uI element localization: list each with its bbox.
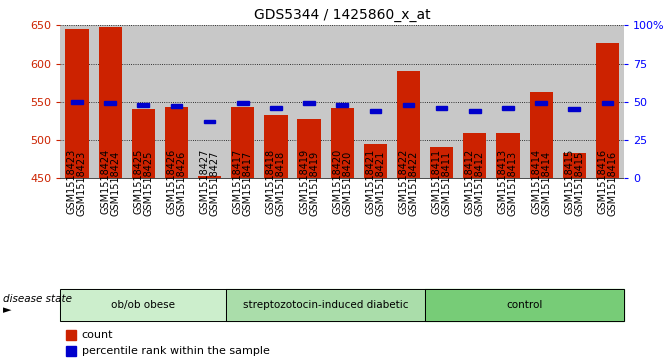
Bar	[463, 133, 486, 178]
Text: GSM1518417: GSM1518417	[243, 151, 253, 216]
Bar	[165, 107, 188, 178]
Bar	[568, 107, 580, 111]
Text: GSM1518413: GSM1518413	[508, 151, 518, 216]
Bar	[71, 100, 83, 103]
Bar	[226, 289, 425, 321]
Text: GSM1518420: GSM1518420	[342, 151, 352, 216]
Text: control: control	[507, 300, 543, 310]
Text: GSM1518419: GSM1518419	[299, 148, 309, 214]
Bar	[237, 101, 248, 105]
Text: GSM1518412: GSM1518412	[465, 148, 475, 214]
Bar	[303, 101, 315, 105]
Bar	[331, 108, 354, 178]
Bar	[364, 144, 387, 178]
Bar	[297, 119, 321, 178]
Text: GSM1518427: GSM1518427	[199, 148, 209, 214]
Text: ob/ob obese: ob/ob obese	[111, 300, 175, 310]
Text: GSM1518419: GSM1518419	[309, 151, 319, 216]
Bar	[535, 101, 547, 105]
Bar	[370, 109, 381, 113]
Bar	[336, 103, 348, 107]
Text: GSM1518417: GSM1518417	[233, 148, 243, 214]
Text: streptozotocin-induced diabetic: streptozotocin-induced diabetic	[243, 300, 409, 310]
Bar	[397, 71, 420, 178]
Text: GSM1518427: GSM1518427	[209, 151, 219, 216]
Bar	[99, 27, 121, 178]
Bar	[403, 103, 414, 107]
Bar	[65, 29, 89, 178]
Bar	[60, 289, 226, 321]
Text: GSM1518423: GSM1518423	[77, 151, 87, 216]
Text: GSM1518412: GSM1518412	[475, 151, 485, 216]
Text: count: count	[82, 330, 113, 340]
Text: GSM1518418: GSM1518418	[266, 148, 276, 214]
Bar	[497, 133, 519, 178]
Text: GSM1518411: GSM1518411	[431, 148, 442, 214]
Bar	[602, 101, 613, 105]
Bar	[226, 289, 425, 321]
Text: GSM1518422: GSM1518422	[399, 148, 409, 214]
Bar	[198, 176, 221, 178]
Text: GSM1518422: GSM1518422	[409, 151, 419, 216]
Bar	[104, 101, 116, 105]
Text: GSM1518425: GSM1518425	[144, 151, 153, 216]
Title: GDS5344 / 1425860_x_at: GDS5344 / 1425860_x_at	[254, 8, 431, 22]
Bar	[270, 106, 282, 110]
Text: GSM1518426: GSM1518426	[166, 148, 176, 214]
Text: GSM1518423: GSM1518423	[67, 148, 77, 214]
Text: GSM1518418: GSM1518418	[276, 151, 286, 216]
Bar	[469, 109, 480, 113]
Text: ►: ►	[3, 305, 12, 315]
Bar	[66, 330, 76, 340]
Bar	[436, 106, 448, 110]
Bar	[563, 153, 586, 178]
Bar	[430, 147, 454, 178]
Bar	[502, 106, 514, 110]
Text: GSM1518421: GSM1518421	[366, 148, 375, 214]
Text: GSM1518414: GSM1518414	[541, 151, 551, 216]
Bar	[132, 109, 155, 178]
Text: GSM1518421: GSM1518421	[375, 151, 385, 216]
Bar	[425, 289, 624, 321]
Text: GSM1518415: GSM1518415	[574, 151, 584, 216]
Text: GSM1518416: GSM1518416	[597, 148, 607, 214]
Text: GSM1518420: GSM1518420	[332, 148, 342, 214]
Text: GSM1518415: GSM1518415	[564, 148, 574, 214]
Bar	[264, 115, 287, 178]
Bar	[60, 289, 226, 321]
Text: GSM1518425: GSM1518425	[134, 148, 144, 214]
Text: GSM1518416: GSM1518416	[607, 151, 617, 216]
Text: GSM1518411: GSM1518411	[442, 151, 452, 216]
Bar	[425, 289, 624, 321]
Bar	[66, 346, 76, 356]
Text: GSM1518413: GSM1518413	[498, 148, 508, 214]
Text: percentile rank within the sample: percentile rank within the sample	[82, 346, 270, 356]
Bar	[529, 92, 553, 178]
Bar	[204, 119, 215, 123]
Text: GSM1518426: GSM1518426	[176, 151, 187, 216]
Bar	[138, 103, 149, 107]
Bar	[231, 107, 254, 178]
Text: GSM1518424: GSM1518424	[110, 151, 120, 216]
Bar	[170, 104, 183, 108]
Text: disease state: disease state	[3, 294, 72, 305]
Text: GSM1518414: GSM1518414	[531, 148, 541, 214]
Bar	[596, 43, 619, 178]
Text: GSM1518424: GSM1518424	[100, 148, 110, 214]
